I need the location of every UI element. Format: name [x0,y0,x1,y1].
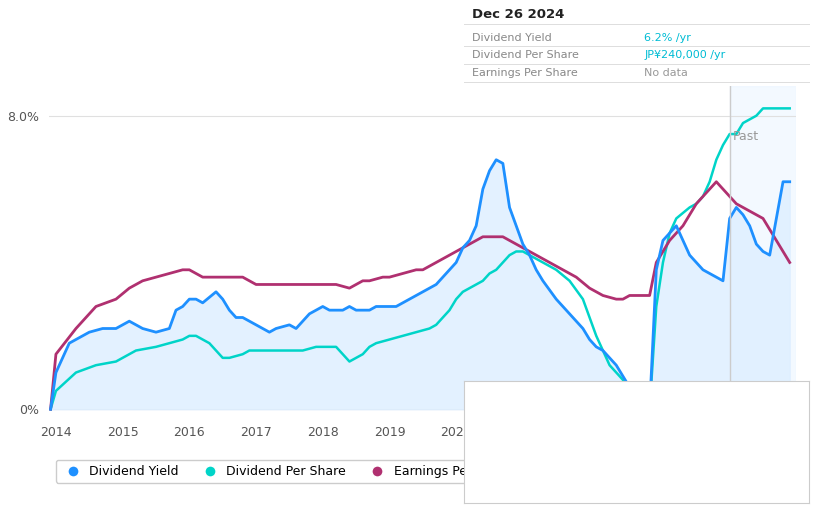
Text: Past: Past [733,131,759,143]
Text: Earnings Per Share: Earnings Per Share [472,68,578,78]
Bar [730,86,796,417]
Text: JP¥240,000 /yr: JP¥240,000 /yr [644,50,726,60]
Text: Dec 26 2024: Dec 26 2024 [472,8,565,21]
Text: Dividend Yield: Dividend Yield [472,33,552,43]
Text: 6.2% /yr: 6.2% /yr [644,33,691,43]
Text: No data: No data [644,68,688,78]
Legend: Dividend Yield, Dividend Per Share, Earnings Per Share: Dividend Yield, Dividend Per Share, Earn… [56,460,517,483]
Text: Dividend Per Share: Dividend Per Share [472,50,579,60]
